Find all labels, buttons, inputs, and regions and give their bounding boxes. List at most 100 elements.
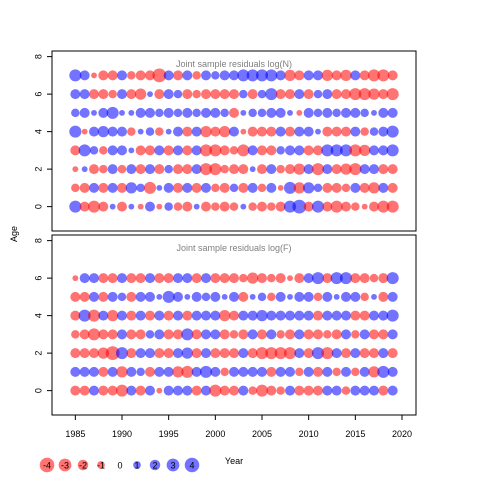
residual-bubble: [276, 386, 285, 395]
y-tick-label: 4: [33, 129, 43, 134]
residual-bubble: [70, 366, 81, 377]
residual-bubble: [201, 348, 211, 359]
residual-bubble: [154, 348, 165, 359]
residual-bubble: [199, 144, 213, 157]
residual-bubble: [220, 108, 229, 118]
residual-bubble: [257, 273, 267, 284]
residual-bubble: [191, 385, 202, 396]
residual-bubble: [377, 365, 390, 378]
residual-bubble: [371, 109, 377, 116]
residual-bubble: [238, 164, 249, 175]
residual-bubble: [303, 164, 314, 175]
residual-bubble: [173, 348, 183, 359]
residual-bubble: [128, 203, 135, 210]
residual-bubble: [126, 291, 137, 302]
residual-bubble: [229, 107, 239, 118]
residual-bubble: [107, 145, 118, 156]
legend-bubble: [97, 461, 105, 469]
residual-bubble: [89, 164, 99, 175]
residual-bubble: [135, 385, 146, 396]
residual-bubble: [163, 70, 174, 81]
residual-bubble: [219, 182, 230, 193]
residual-bubble: [79, 291, 90, 302]
residual-bubble: [119, 109, 125, 116]
residual-bubble: [311, 200, 325, 213]
residual-bubble: [294, 310, 305, 321]
residual-bubble: [79, 329, 90, 340]
residual-bubble: [107, 309, 119, 322]
residual-bubble: [115, 347, 129, 360]
residual-bubble: [277, 184, 284, 191]
residual-bubble: [247, 310, 258, 321]
residual-bubble: [257, 201, 267, 212]
residual-bubble: [256, 309, 268, 322]
residual-bubble: [387, 291, 398, 302]
residual-bubble: [210, 329, 221, 340]
residual-bubble: [331, 385, 342, 396]
residual-bubble: [135, 291, 146, 302]
residual-bubble: [99, 146, 108, 155]
residual-bubble: [81, 166, 88, 173]
residual-bubble: [173, 108, 183, 118]
residual-bubble: [87, 200, 101, 213]
residual-bubble: [191, 126, 202, 137]
residual-bubble: [330, 200, 343, 213]
residual-bubble: [313, 292, 323, 302]
residual-bubble: [294, 126, 305, 137]
residual-bubble: [107, 182, 118, 193]
residual-bubble: [265, 88, 278, 101]
residual-bubble: [107, 126, 118, 137]
residual-bubble: [339, 272, 353, 285]
residual-bubble: [229, 273, 239, 284]
y-tick-label: 2: [33, 351, 43, 356]
residual-bubble: [240, 203, 247, 210]
residual-bubble: [173, 145, 183, 156]
residual-bubble: [369, 127, 379, 136]
residual-bubble: [70, 145, 81, 156]
residual-bubble: [154, 366, 165, 377]
residual-bubble: [255, 347, 269, 360]
residual-bubble: [191, 291, 202, 302]
residual-bubble: [89, 126, 99, 137]
residual-bubble: [330, 144, 343, 157]
residual-bubble: [182, 145, 193, 156]
residual-bubble: [387, 366, 398, 377]
residual-bubble: [209, 144, 222, 157]
residual-bubble: [322, 291, 333, 302]
residual-bubble: [313, 183, 323, 193]
residual-bubble: [238, 182, 249, 193]
residual-bubble: [210, 291, 221, 302]
residual-bubble: [98, 366, 109, 377]
residual-bubble: [350, 273, 361, 284]
residual-bubble: [368, 182, 380, 194]
residual-bubble: [386, 272, 399, 285]
residual-bubble: [341, 201, 351, 212]
residual-bubble: [117, 145, 127, 156]
residual-bubble: [201, 292, 211, 302]
residual-bubble: [275, 201, 286, 212]
residual-bubble: [331, 164, 342, 175]
residual-bubble: [220, 367, 229, 377]
residual-bubble: [145, 145, 155, 156]
residual-bubble: [201, 70, 211, 81]
residual-bubble: [69, 125, 82, 138]
residual-bubble: [350, 348, 361, 359]
residual-bubble: [276, 330, 285, 339]
residual-bubble: [369, 273, 379, 283]
residual-bubble: [360, 292, 369, 302]
residual-bubble: [135, 329, 146, 340]
residual-bubble: [173, 291, 183, 302]
residual-bubble: [386, 125, 399, 138]
residual-bubble: [127, 127, 136, 136]
residual-bubble: [387, 107, 398, 118]
residual-bubble: [341, 329, 351, 340]
residual-bubble: [135, 164, 146, 175]
residual-bubble: [386, 309, 399, 322]
residual-bubble: [182, 310, 193, 321]
residual-bubble: [285, 366, 295, 377]
residual-bubble: [322, 182, 333, 193]
residual-bubble: [237, 144, 250, 157]
residual-bubble: [359, 385, 370, 396]
residual-bubble: [147, 91, 153, 98]
residual-bubble: [135, 70, 146, 81]
